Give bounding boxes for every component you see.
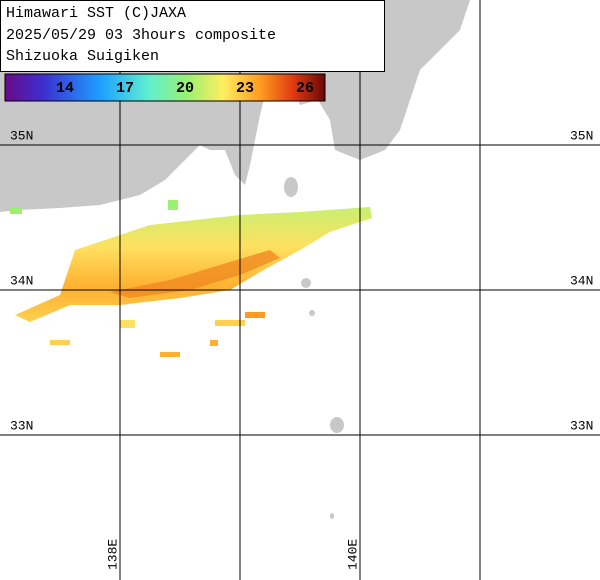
sst-warm-core — [110, 250, 280, 298]
colorbar-ticks: 14 17 20 23 26 — [56, 80, 314, 97]
sst-pixel — [215, 320, 245, 326]
honshu — [0, 0, 470, 212]
lon-label: 138E — [105, 539, 120, 570]
sst-pixel — [168, 200, 178, 210]
sst-band — [15, 207, 372, 322]
sst-field — [10, 200, 372, 357]
sst-pixel — [120, 320, 135, 328]
island — [301, 278, 311, 288]
colorbar-tick-label: 20 — [176, 80, 194, 97]
title-line: 2025/05/29 03 3hours composite — [6, 27, 276, 44]
lon-label: 140E — [345, 539, 360, 570]
sst-pixel — [50, 340, 70, 345]
sst-pixel — [10, 208, 22, 214]
title-box — [0, 0, 385, 72]
sst-pixel — [245, 312, 265, 318]
lat-label: 33N — [10, 418, 33, 433]
colorbar-tick-label: 17 — [116, 80, 134, 97]
lat-label: 35N — [570, 128, 593, 143]
title-line: Himawari SST (C)JAXA — [6, 5, 186, 22]
colorbar-tick-label: 14 — [56, 80, 74, 97]
title-line: Shizuoka Suigiken — [6, 48, 159, 65]
colorbar-tick-label: 23 — [236, 80, 254, 97]
island — [309, 310, 315, 316]
lat-label: 34N — [10, 273, 33, 288]
colorbar — [4, 73, 326, 102]
island — [330, 417, 344, 433]
lat-label: 35N — [10, 128, 33, 143]
colorbar-tick-label: 26 — [296, 80, 314, 97]
island — [284, 177, 298, 197]
lat-label: 33N — [570, 418, 593, 433]
sst-pixel — [160, 352, 180, 357]
island — [330, 513, 334, 519]
lat-label: 34N — [570, 273, 593, 288]
sst-pixel — [210, 340, 218, 346]
